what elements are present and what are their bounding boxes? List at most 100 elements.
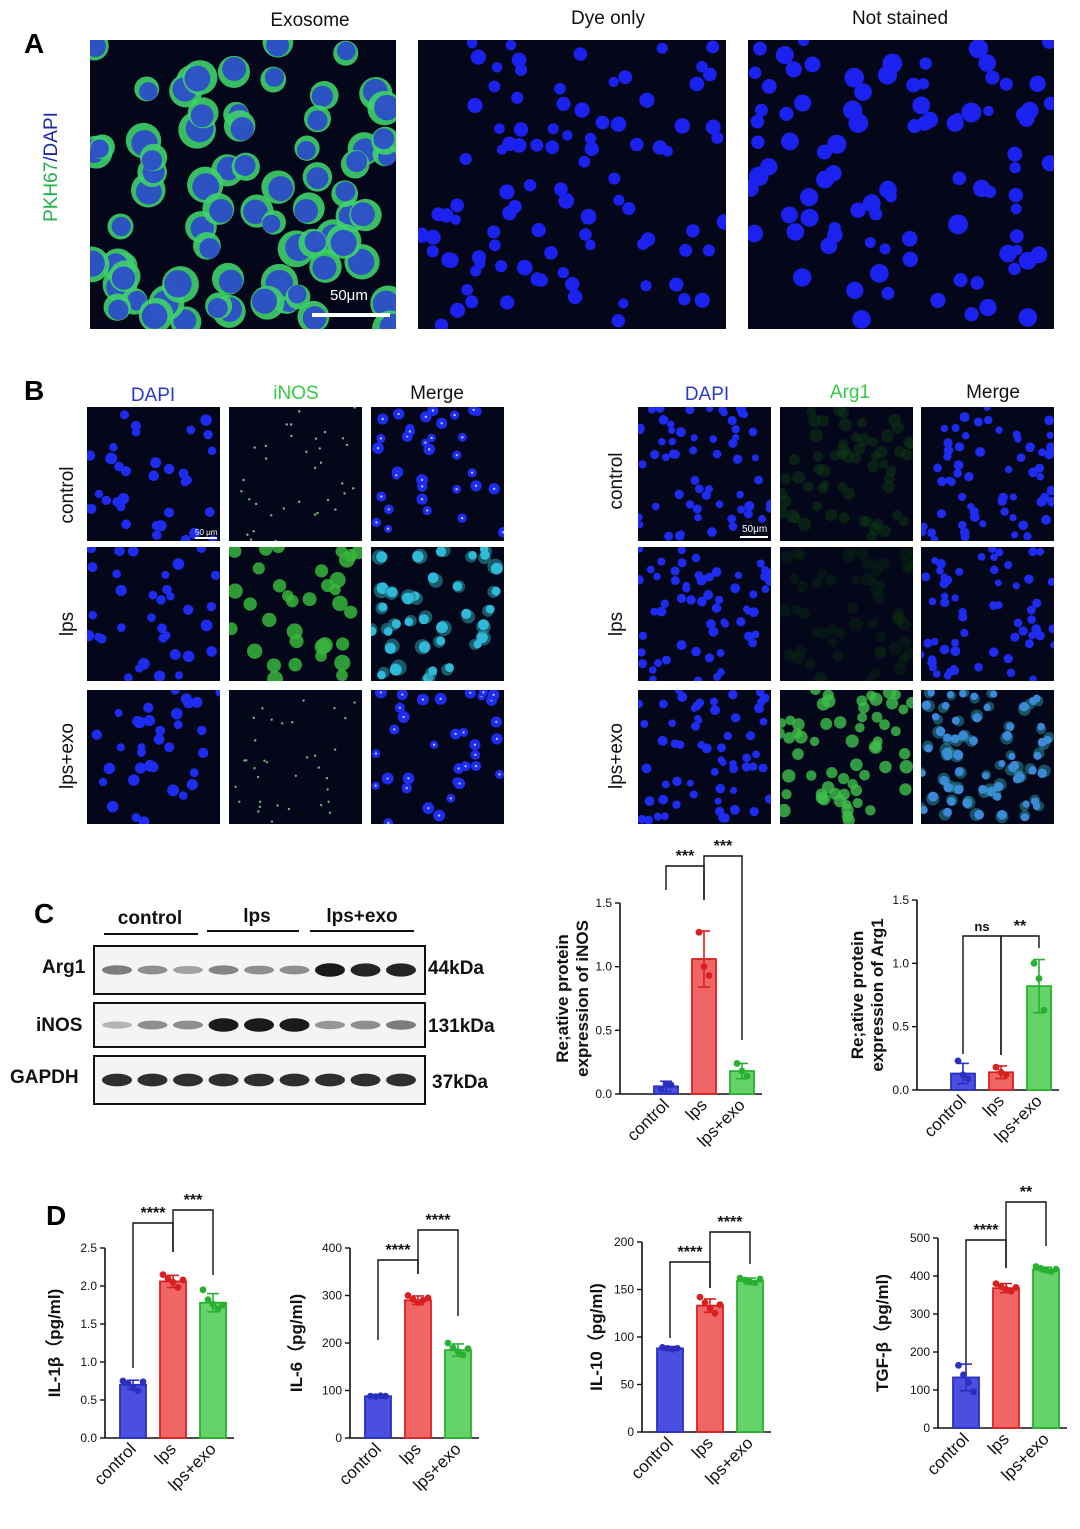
data-point	[700, 963, 708, 971]
bar-lps	[159, 1280, 187, 1439]
data-point	[174, 1284, 182, 1291]
data-point	[705, 972, 713, 979]
y-tick-label: 1.5	[892, 893, 909, 907]
data-point	[377, 1392, 384, 1400]
scale-bar-a	[312, 313, 390, 317]
y-tick-label: 0	[627, 1425, 634, 1439]
col-title-not-stained: Not stained	[851, 8, 949, 29]
significance-bracket	[1000, 935, 1040, 1055]
data-point	[706, 1305, 714, 1312]
blot-name-gapdh: GAPDH	[10, 1067, 79, 1088]
y-tick-label: 300	[910, 1307, 930, 1321]
y-tick-label: 200	[910, 1345, 930, 1359]
significance-label: ****	[718, 1214, 744, 1231]
data-point	[444, 1339, 452, 1347]
y-tick-label: 1.0	[595, 960, 612, 974]
data-point	[1035, 975, 1043, 982]
data-point	[738, 1067, 746, 1075]
blot-band-2-1	[137, 1073, 168, 1087]
data-point	[751, 1279, 759, 1287]
significance-label: ****	[974, 1222, 1000, 1239]
y-tick-label: 0.5	[892, 1020, 909, 1034]
data-point	[449, 1344, 457, 1352]
col-title-dye-only: Dye only	[571, 8, 645, 29]
micrograph-dapi-control-left	[87, 407, 220, 541]
y-tick-label: 0.0	[595, 1087, 612, 1101]
col-title-merge-right: Merge	[966, 382, 1020, 403]
bar-lps+exo	[199, 1301, 227, 1439]
y-tick-label: 1.5	[80, 1317, 97, 1331]
significance-bracket	[417, 1229, 459, 1316]
blot-band-0-2	[173, 966, 203, 974]
blot-kda-inos: 131kDa	[428, 1016, 495, 1037]
data-point	[756, 1275, 764, 1283]
y-tick-label: 0.0	[80, 1431, 97, 1445]
data-point	[955, 1361, 962, 1369]
micrograph-dapi-control-right	[638, 407, 771, 541]
wb-group-line-lps	[207, 930, 299, 932]
x-tick-label: control	[90, 1439, 140, 1489]
x-tick-label: control	[623, 1095, 673, 1145]
y-tick-label: 500	[910, 1231, 930, 1245]
bar-control	[952, 1376, 980, 1429]
scale-label-b-left: 50 μm	[195, 528, 218, 537]
significance-label: ****	[678, 1244, 704, 1261]
x-tick-label: lps	[984, 1429, 1013, 1458]
blot-band-2-3	[208, 1073, 239, 1087]
y-tick-label: 100	[910, 1383, 930, 1397]
data-point	[179, 1276, 187, 1284]
y-axis-label-line1: Re;ative protein	[553, 934, 572, 1062]
y-tick-label: 100	[614, 1330, 634, 1344]
x-tick-label: control	[920, 1091, 970, 1141]
y-tick-label: 0	[923, 1421, 930, 1435]
blot-band-2-7	[350, 1073, 381, 1087]
blot-band-1-8	[386, 1020, 416, 1030]
bar-lps	[404, 1299, 432, 1439]
bar-lps+exo	[1032, 1268, 1060, 1429]
y-tick-label: 1.0	[80, 1355, 97, 1369]
data-point	[219, 1301, 227, 1309]
panel-c-label: C	[34, 898, 55, 929]
data-point	[464, 1345, 472, 1353]
col-title-exosome: Exosome	[270, 10, 350, 31]
data-point	[124, 1379, 132, 1387]
data-point	[129, 1384, 137, 1392]
row-label-lps-right: lps	[606, 611, 627, 637]
significance-label: **	[1014, 918, 1027, 935]
col-title-dapi-right: DAPI	[684, 384, 730, 405]
scale-label-a: 50μm	[330, 287, 368, 304]
y-tick-label: 1.5	[595, 896, 612, 910]
y-axis-label: TGF-β（pg/ml)	[872, 1274, 892, 1392]
blot-band-0-8	[386, 963, 416, 977]
significance-bracket	[703, 855, 743, 1040]
micrograph-inos-lpsexo-left	[229, 690, 362, 824]
row-label-lps-left: lps	[57, 611, 78, 637]
micrograph-inos-lps-left	[229, 547, 362, 681]
data-point	[695, 928, 703, 936]
micrograph-merge-lpsexo-right	[921, 690, 1054, 824]
significance-label: ****	[386, 1242, 412, 1259]
significance-label: ****	[426, 1212, 452, 1229]
wb-group-line-lpsexo	[310, 930, 414, 932]
bar-control	[119, 1383, 147, 1439]
blot-gapdh	[93, 1055, 426, 1105]
wb-group-lps: lps	[243, 906, 271, 927]
blot-band-0-0	[102, 965, 132, 975]
blot-band-2-0	[102, 1073, 132, 1087]
data-point	[409, 1295, 417, 1303]
significance-label: ns	[974, 919, 989, 934]
row-label-lpsexo-right: lps+exo	[606, 722, 627, 790]
micrograph-dapi-lpsexo-left	[87, 690, 220, 824]
blot-band-0-3	[208, 965, 239, 975]
data-point	[134, 1387, 142, 1395]
micrograph-merge-lpsexo-left	[371, 690, 504, 824]
data-point	[711, 1309, 719, 1317]
data-point	[1040, 1006, 1048, 1014]
wb-group-control: control	[117, 908, 183, 929]
data-point	[454, 1348, 462, 1355]
row-label-control-left: control	[57, 466, 78, 524]
bar-lps+exo	[444, 1349, 472, 1439]
